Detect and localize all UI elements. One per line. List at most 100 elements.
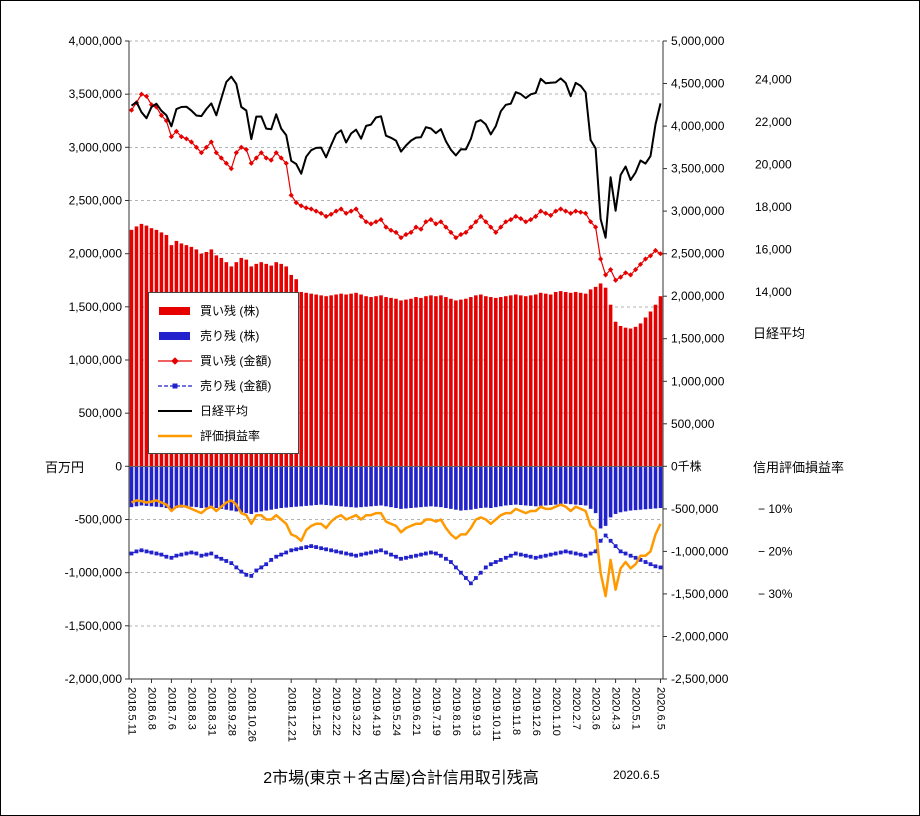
bar xyxy=(479,466,483,509)
x-tick-label: 2019.7.19 xyxy=(430,687,442,736)
bar xyxy=(354,466,358,508)
diamond-marker xyxy=(518,216,524,222)
right-axis-tick-label: 4,000,000 xyxy=(671,119,725,133)
bar xyxy=(219,466,224,509)
square-marker xyxy=(618,549,623,554)
square-marker xyxy=(419,552,423,557)
x-tick-label: 2019.10.11 xyxy=(490,687,502,741)
square-marker xyxy=(543,553,548,558)
x-tick-label: 2019.9.13 xyxy=(470,687,482,736)
bar xyxy=(603,287,608,467)
square-marker xyxy=(219,556,224,561)
bar xyxy=(419,466,423,508)
diamond-marker xyxy=(463,229,469,235)
bar xyxy=(618,325,623,467)
diamond-marker xyxy=(583,210,589,216)
bar xyxy=(469,297,473,467)
square-marker xyxy=(284,550,289,555)
square-marker xyxy=(603,533,608,538)
diamond-marker xyxy=(657,251,664,257)
bar xyxy=(449,466,453,509)
square-marker xyxy=(159,552,164,557)
diamond-marker xyxy=(203,144,209,150)
diamond-marker xyxy=(303,205,309,211)
bar xyxy=(384,297,388,467)
diamond-marker xyxy=(238,144,244,150)
square-marker xyxy=(508,553,513,558)
bar xyxy=(329,466,333,506)
x-tick-label: 2020.1.10 xyxy=(550,687,562,736)
bar xyxy=(528,295,533,467)
diamond-marker xyxy=(508,217,514,223)
diamond-marker xyxy=(568,210,574,216)
nikkei-tick-label: 24,000 xyxy=(755,72,792,86)
legend-label: 買い残 (金額) xyxy=(200,354,272,368)
diamond-marker xyxy=(593,224,599,230)
diamond-marker xyxy=(228,166,234,172)
square-marker xyxy=(488,562,493,567)
square-marker xyxy=(204,552,209,557)
bar xyxy=(459,299,463,467)
diamond-marker xyxy=(358,213,364,219)
bar xyxy=(314,466,318,506)
x-tick-label: 2019.8.16 xyxy=(450,687,462,736)
nikkei-tick-label: 16,000 xyxy=(755,242,792,256)
square-marker xyxy=(264,562,269,567)
square-marker xyxy=(588,551,593,556)
left-axis-tick-label: 0 xyxy=(115,459,122,473)
bar xyxy=(658,466,663,509)
bar xyxy=(334,466,338,506)
square-marker xyxy=(189,550,194,555)
diamond-marker xyxy=(268,157,274,163)
bar xyxy=(374,296,378,467)
square-marker xyxy=(364,551,368,556)
diamond-marker xyxy=(628,272,634,278)
left-axis-tick-label: -1,500,000 xyxy=(65,619,123,633)
x-tick-label: 2019.4.19 xyxy=(370,687,382,736)
x-tick-label: 2020.5.1 xyxy=(630,687,642,730)
bar xyxy=(259,466,264,512)
left-axis-tick-label: 2,000,000 xyxy=(69,247,123,261)
square-marker xyxy=(254,568,259,573)
bar xyxy=(164,466,169,509)
diamond-marker xyxy=(373,219,379,225)
diamond-marker xyxy=(647,253,654,259)
square-marker xyxy=(299,546,304,551)
square-marker xyxy=(404,555,408,560)
diamond-marker xyxy=(558,206,564,212)
legend-item-sell_shares: 売り残 (株) xyxy=(149,323,298,348)
bar xyxy=(583,293,588,467)
bar xyxy=(214,466,219,509)
bar xyxy=(374,466,378,506)
bar xyxy=(484,466,488,508)
ratio-axis-title: 信用評価損益率 xyxy=(753,460,845,475)
bar xyxy=(449,298,453,467)
left-axis-tick-label: -500,000 xyxy=(75,513,123,527)
bar xyxy=(578,292,583,467)
right-axis-tick-label: 5,000,000 xyxy=(671,34,725,48)
bar xyxy=(134,226,139,467)
bar xyxy=(504,466,508,506)
diamond-marker xyxy=(418,226,424,232)
square-marker xyxy=(174,553,179,558)
square-marker xyxy=(498,558,503,562)
x-tick-label: 2018.8.3 xyxy=(185,687,197,730)
diamond-marker xyxy=(448,229,454,235)
legend-swatch-ratio xyxy=(158,434,192,437)
legend-item-buy_shares: 買い残 (株) xyxy=(149,298,298,323)
bar xyxy=(264,466,269,511)
diamond-marker xyxy=(408,229,414,235)
square-marker xyxy=(474,576,478,580)
legend-item-buy_amount: 買い残 (金額) xyxy=(149,348,298,373)
square-marker xyxy=(628,553,633,558)
bar xyxy=(404,299,408,467)
bar xyxy=(558,291,563,467)
nikkei-tick-label: 14,000 xyxy=(755,285,792,299)
square-marker xyxy=(214,554,219,559)
bar xyxy=(389,466,393,508)
bar xyxy=(199,466,204,509)
bar xyxy=(364,296,368,467)
diamond-marker xyxy=(573,208,579,214)
diamond-marker xyxy=(248,160,254,166)
